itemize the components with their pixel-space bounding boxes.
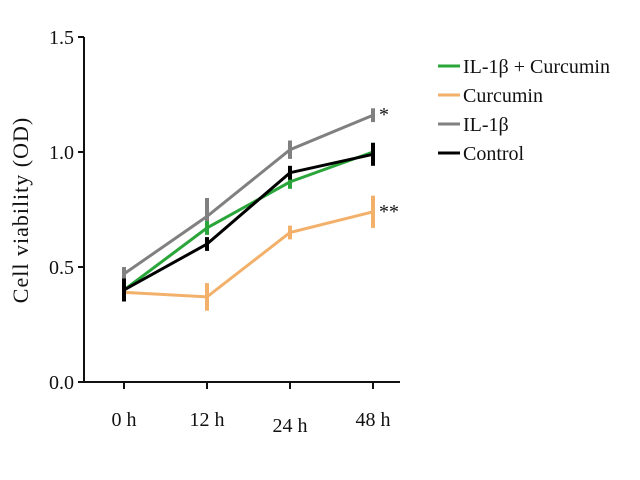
data-point	[288, 147, 292, 152]
x-tick-label: 12 h	[190, 409, 225, 431]
significance-annotation: *	[379, 104, 389, 126]
x-tick-label: 48 h	[356, 409, 391, 431]
legend-label: Control	[463, 143, 525, 165]
series-line	[123, 210, 374, 299]
data-point	[122, 288, 126, 292]
axes	[83, 37, 400, 383]
data-point	[205, 214, 209, 219]
y-tick-label: 0.0	[49, 372, 74, 394]
x-tick-label: 24 h	[273, 415, 308, 437]
data-point	[371, 209, 375, 214]
series-line	[123, 113, 374, 276]
data-point	[122, 271, 126, 276]
x-tick-label: 0 h	[112, 409, 137, 431]
data-point	[371, 152, 375, 157]
data-point	[205, 225, 209, 230]
data-point	[371, 113, 375, 118]
series-line	[123, 150, 374, 292]
data-point	[288, 170, 292, 175]
series-1	[122, 195, 375, 311]
series-line	[123, 152, 374, 292]
data-point	[288, 179, 292, 184]
data-point	[205, 242, 209, 246]
series-2	[122, 108, 375, 281]
legend-label: IL-1β	[463, 114, 509, 136]
y-axis-label: Cell viability (OD)	[8, 117, 33, 303]
y-tick-label: 1.0	[49, 142, 74, 164]
legend-label: Curcumin	[463, 85, 543, 107]
y-tick-label: 1.5	[49, 27, 74, 49]
data-point	[205, 294, 209, 299]
legend-label: IL-1β + Curcumin	[463, 56, 610, 78]
data-point	[288, 230, 292, 235]
y-tick-label: 0.5	[49, 257, 74, 279]
significance-annotation: **	[379, 201, 399, 223]
series-3	[122, 142, 375, 302]
